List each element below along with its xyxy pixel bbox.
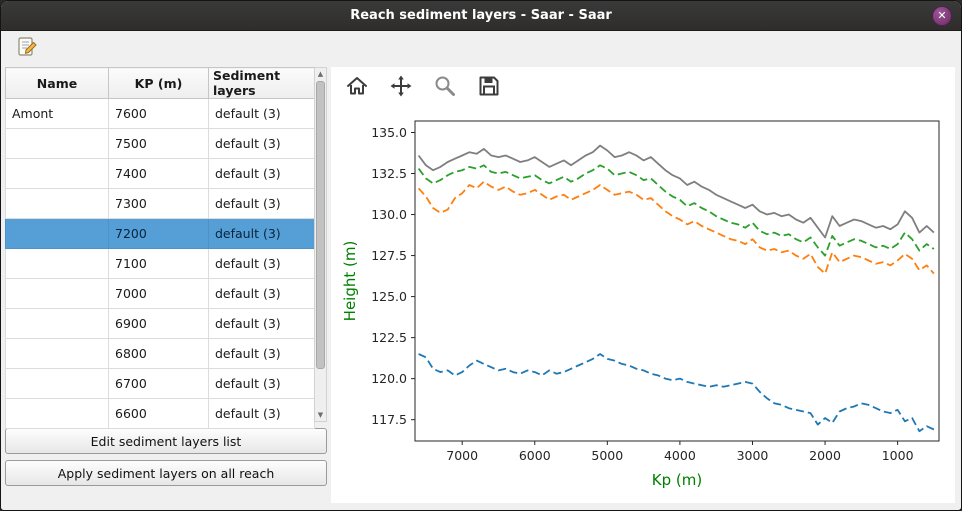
table-cell[interactable] bbox=[5, 248, 109, 279]
table-cell[interactable]: default (3) bbox=[208, 188, 315, 219]
table-row[interactable]: 7100 default (3) bbox=[5, 248, 315, 279]
table-cell[interactable]: 7100 bbox=[108, 248, 209, 279]
vertical-scrollbar[interactable]: ▲ ▼ bbox=[314, 67, 327, 422]
column-header[interactable]: KP (m) bbox=[108, 67, 209, 99]
titlebar[interactable]: Reach sediment layers - Saar - Saar ✕ bbox=[1, 1, 961, 31]
svg-text:130.0: 130.0 bbox=[371, 207, 407, 222]
plot-toolbar bbox=[331, 67, 955, 105]
pan-move-icon bbox=[390, 75, 412, 97]
close-icon: ✕ bbox=[937, 9, 947, 22]
table-row[interactable]: 7000 default (3) bbox=[5, 278, 315, 309]
svg-text:6000: 6000 bbox=[519, 448, 551, 463]
table-cell[interactable]: default (3) bbox=[208, 158, 315, 189]
svg-text:127.5: 127.5 bbox=[371, 248, 407, 263]
table-cell[interactable]: 7000 bbox=[108, 278, 209, 309]
table-cell[interactable]: default (3) bbox=[208, 218, 315, 249]
content-area: Name KP (m) Sediment layers Amont 7600 defau… bbox=[1, 65, 961, 510]
figure-panel: 7000 6000 5000 4000 3000 2000 1000 117.5 120.0 12… bbox=[331, 67, 955, 503]
home-icon bbox=[347, 77, 367, 95]
window-title: Reach sediment layers - Saar - Saar bbox=[350, 8, 612, 23]
chart-svg[interactable]: 7000 6000 5000 4000 3000 2000 1000 117.5 120.0 12… bbox=[335, 105, 951, 501]
svg-text:5000: 5000 bbox=[591, 448, 623, 463]
table-row[interactable]: 7300 default (3) bbox=[5, 188, 315, 219]
save-button[interactable] bbox=[475, 72, 503, 100]
column-header[interactable]: Sediment layers bbox=[208, 67, 315, 99]
close-button[interactable]: ✕ bbox=[932, 6, 952, 26]
svg-text:120.0: 120.0 bbox=[371, 371, 407, 386]
svg-text:4000: 4000 bbox=[664, 448, 696, 463]
table-cell[interactable]: default (3) bbox=[208, 98, 315, 129]
zoom-button[interactable] bbox=[431, 72, 459, 100]
table-cell[interactable] bbox=[5, 218, 109, 249]
svg-text:2000: 2000 bbox=[809, 448, 841, 463]
table-cell[interactable] bbox=[5, 158, 109, 189]
table-cell[interactable]: default (3) bbox=[208, 368, 315, 399]
table-row[interactable]: 6600 default (3) bbox=[5, 398, 315, 429]
table-cell[interactable] bbox=[5, 338, 109, 369]
table-cell[interactable]: 6800 bbox=[108, 338, 209, 369]
svg-text:132.5: 132.5 bbox=[371, 166, 407, 181]
table-cell[interactable]: 7500 bbox=[108, 128, 209, 159]
svg-text:1000: 1000 bbox=[882, 448, 914, 463]
table-cell[interactable]: default (3) bbox=[208, 338, 315, 369]
svg-text:135.0: 135.0 bbox=[371, 125, 407, 140]
pan-button[interactable] bbox=[387, 72, 415, 100]
svg-text:122.5: 122.5 bbox=[371, 330, 407, 345]
svg-text:3000: 3000 bbox=[737, 448, 769, 463]
table-cell[interactable]: 6600 bbox=[108, 398, 209, 429]
scroll-down-icon[interactable]: ▼ bbox=[317, 411, 324, 419]
magnifier-icon bbox=[435, 76, 455, 96]
column-header[interactable]: Name bbox=[5, 67, 109, 99]
table-body: Amont 7600 default (3) 7500 default (3) 7400 d… bbox=[5, 98, 315, 429]
table-cell[interactable]: default (3) bbox=[208, 278, 315, 309]
sediment-list-panel: Name KP (m) Sediment layers Amont 7600 defau… bbox=[5, 67, 327, 486]
table-cell[interactable]: default (3) bbox=[208, 308, 315, 339]
table-row[interactable]: 7200 default (3) bbox=[5, 218, 315, 249]
table-cell[interactable]: default (3) bbox=[208, 128, 315, 159]
svg-text:125.0: 125.0 bbox=[371, 289, 407, 304]
svg-text:117.5: 117.5 bbox=[371, 412, 407, 427]
table-cell[interactable] bbox=[5, 368, 109, 399]
table-cell[interactable]: 6900 bbox=[108, 308, 209, 339]
sediment-table: Name KP (m) Sediment layers Amont 7600 defau… bbox=[5, 67, 315, 429]
table-cell[interactable] bbox=[5, 278, 109, 309]
table-cell[interactable]: 6700 bbox=[108, 368, 209, 399]
table-cell[interactable]: 7600 bbox=[108, 98, 209, 129]
table-cell[interactable] bbox=[5, 398, 109, 429]
table-row[interactable]: 7500 default (3) bbox=[5, 128, 315, 159]
table-row[interactable]: 6900 default (3) bbox=[5, 308, 315, 339]
table-cell[interactable] bbox=[5, 188, 109, 219]
save-floppy-icon bbox=[479, 76, 499, 96]
table-row[interactable]: 6800 default (3) bbox=[5, 338, 315, 369]
table-cell[interactable]: default (3) bbox=[208, 398, 315, 429]
table-row[interactable]: Amont 7600 default (3) bbox=[5, 98, 315, 129]
table-area: Name KP (m) Sediment layers Amont 7600 defau… bbox=[5, 67, 327, 429]
scrollbar-thumb[interactable] bbox=[316, 81, 325, 369]
table-header-row: Name KP (m) Sediment layers bbox=[5, 67, 315, 99]
home-button[interactable] bbox=[343, 72, 371, 100]
table-cell[interactable]: 7200 bbox=[108, 218, 209, 249]
apply-sediment-layers-button[interactable]: Apply sediment layers on all reach bbox=[5, 460, 327, 486]
edit-sediment-layers-tool-button[interactable] bbox=[13, 34, 41, 62]
edit-sediment-layers-button[interactable]: Edit sediment layers list bbox=[5, 428, 327, 454]
table-row[interactable]: 7400 default (3) bbox=[5, 158, 315, 189]
svg-text:Kp (m): Kp (m) bbox=[652, 471, 702, 489]
table-cell[interactable]: Amont bbox=[5, 98, 109, 129]
table-cell[interactable] bbox=[5, 308, 109, 339]
table-cell[interactable]: 7300 bbox=[108, 188, 209, 219]
svg-text:Height (m): Height (m) bbox=[341, 241, 359, 322]
scroll-up-icon[interactable]: ▲ bbox=[317, 70, 324, 78]
table-row[interactable]: 6700 default (3) bbox=[5, 368, 315, 399]
table-cell[interactable]: default (3) bbox=[208, 248, 315, 279]
notepad-pencil-icon bbox=[18, 37, 37, 56]
app-toolbar bbox=[1, 31, 961, 65]
table-cell[interactable]: 7400 bbox=[108, 158, 209, 189]
table-cell[interactable] bbox=[5, 128, 109, 159]
svg-text:7000: 7000 bbox=[446, 448, 478, 463]
